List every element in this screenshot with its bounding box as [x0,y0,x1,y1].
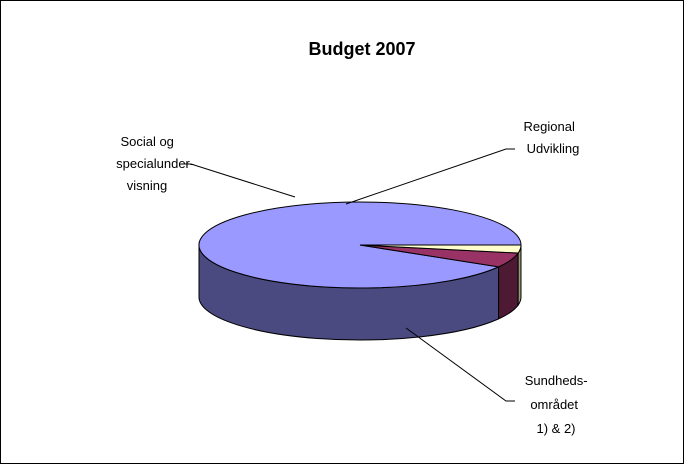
slice-label-social: Social og specialunder- visning [116,134,198,193]
leader-regional [345,148,515,205]
pie-slices [198,201,522,289]
slice-side-regional [517,244,522,307]
slice-regional [359,244,522,254]
chart-title: Budget 2007 [308,39,415,59]
leader-sundhed [405,327,515,402]
slice-label-regional: Regional Udvikling [524,119,580,156]
leader-social [181,163,296,198]
leader-lines [181,148,515,402]
slice-label-sundhed: Sundheds- området 1) & 2) [525,373,592,436]
